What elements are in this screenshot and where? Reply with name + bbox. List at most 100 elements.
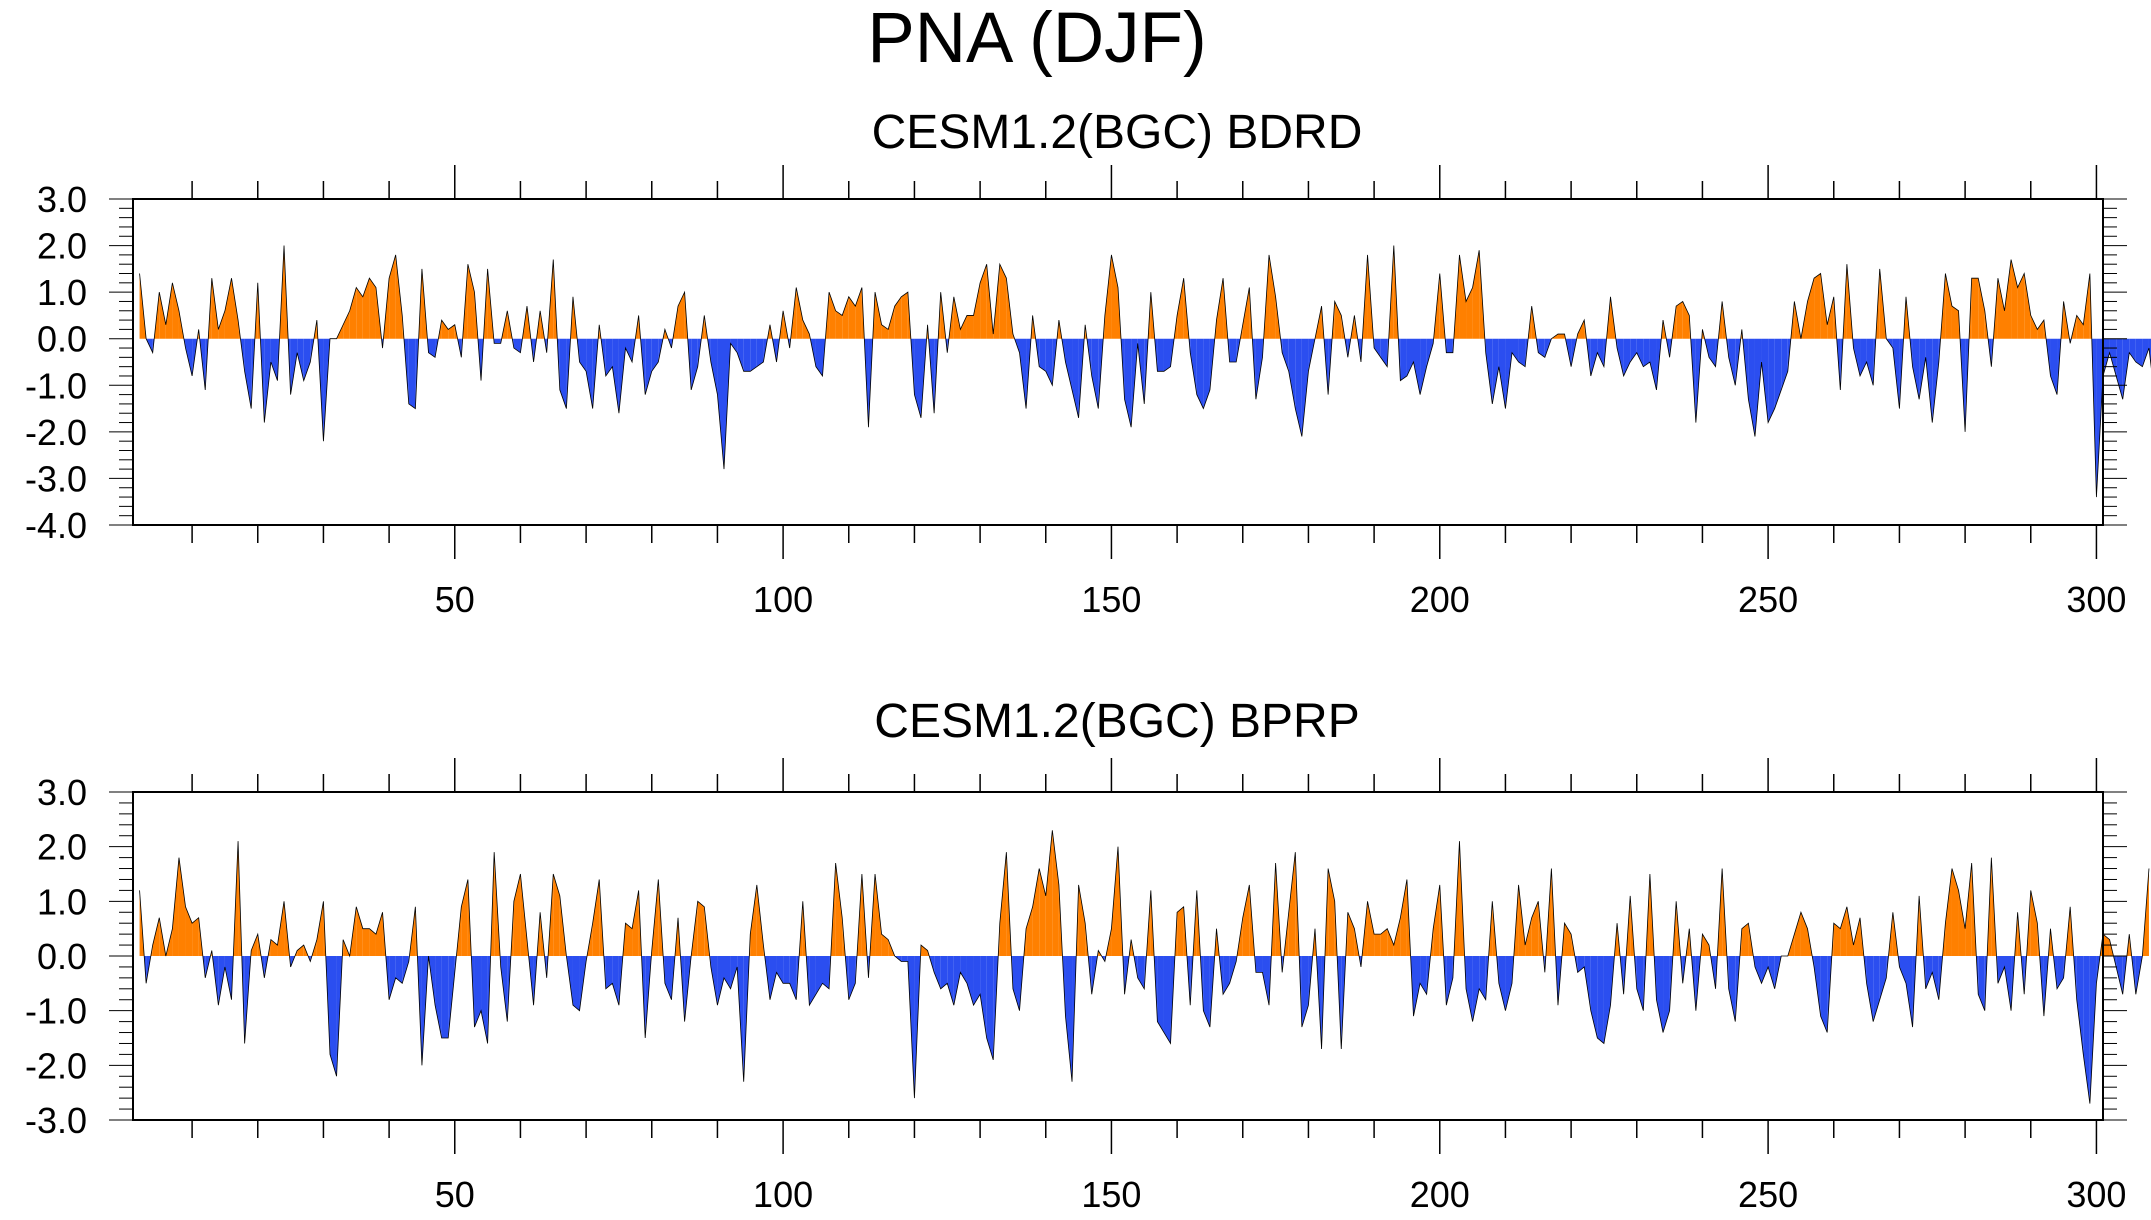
positive-area-bdrd xyxy=(1242,287,1250,339)
negative-area-bprp xyxy=(1012,956,1020,1011)
positive-area-bdrd xyxy=(1676,301,1683,339)
panel-title-bdrd: CESM1.2(BGC) BDRD xyxy=(872,106,1363,159)
positive-area-bdrd xyxy=(356,287,363,339)
negative-area-bdrd xyxy=(2116,338,2123,400)
positive-area-bprp xyxy=(1393,917,1401,956)
negative-area-bdrd xyxy=(270,338,278,381)
positive-area-bprp xyxy=(1833,923,1841,956)
negative-area-bprp xyxy=(953,956,961,1006)
negative-area-bdrd xyxy=(1512,338,1519,362)
negative-area-bprp xyxy=(395,956,403,984)
negative-area-bdrd xyxy=(1912,338,1920,400)
positive-area-bprp xyxy=(152,917,160,956)
negative-area-bdrd xyxy=(1091,338,1099,409)
negative-area-bdrd xyxy=(1768,338,1775,423)
negative-area-bprp xyxy=(1879,956,1887,1000)
negative-area-bprp xyxy=(612,956,619,1006)
negative-area-bdrd xyxy=(1196,338,1204,409)
positive-area-bprp xyxy=(1387,928,1394,956)
negative-area-bdrd xyxy=(1590,338,1598,376)
negative-area-bdrd xyxy=(2050,338,2058,395)
positive-area-bdrd xyxy=(678,292,685,339)
negative-area-bprp xyxy=(2116,956,2123,995)
plot-frame-bdrd xyxy=(132,198,2104,526)
negative-area-bprp xyxy=(224,956,232,1000)
positive-area-bdrd xyxy=(2011,259,2018,339)
negative-area-bprp xyxy=(605,956,613,989)
negative-area-bdrd xyxy=(2135,338,2143,367)
negative-area-bprp xyxy=(1065,956,1073,1082)
negative-area-bdrd xyxy=(408,338,416,409)
negative-area-bprp xyxy=(783,956,790,984)
negative-area-bprp xyxy=(572,956,580,1011)
positive-area-bprp xyxy=(1367,901,1375,956)
negative-area-bdrd xyxy=(1190,338,1197,395)
negative-area-bdrd xyxy=(1919,338,1926,400)
positive-area-bdrd xyxy=(1334,301,1342,339)
positive-area-bprp xyxy=(1177,906,1184,956)
positive-area-bdrd xyxy=(1807,278,1815,339)
positive-area-bdrd xyxy=(881,324,889,339)
figure-title: PNA (DJF) xyxy=(867,0,1206,78)
negative-area-bdrd xyxy=(625,338,633,362)
negative-area-bprp xyxy=(1997,956,2005,984)
positive-area-bdrd xyxy=(1827,296,1834,339)
y-tick-label-bprp: -1.0 xyxy=(25,991,87,1032)
positive-area-bprp xyxy=(1032,868,1040,956)
panel-bprp: CESM1.2(BGC) BPRP 50 100 150 200 250 300 3.0 2.… xyxy=(25,695,2150,1215)
positive-area-bprp xyxy=(178,857,186,956)
negative-area-bdrd xyxy=(1045,338,1053,386)
positive-area-bdrd xyxy=(349,287,357,339)
negative-area-bdrd xyxy=(1748,338,1755,437)
negative-area-bprp xyxy=(1899,956,1906,984)
negative-area-bdrd xyxy=(1485,338,1493,404)
positive-area-bdrd xyxy=(1216,278,1224,339)
y-tick-label-bprp: 0.0 xyxy=(37,936,87,977)
negative-area-bprp xyxy=(1932,956,1939,1000)
x-tick-label-bdrd: 300 xyxy=(2066,579,2126,620)
negative-area-bdrd xyxy=(612,338,619,414)
negative-area-bdrd xyxy=(264,338,271,423)
negative-area-bprp xyxy=(2076,956,2084,1055)
positive-area-bprp xyxy=(192,917,199,956)
positive-area-bdrd xyxy=(172,282,179,339)
negative-area-bdrd xyxy=(1288,338,1296,409)
negative-area-bprp xyxy=(218,956,225,1006)
positive-area-bdrd xyxy=(1978,278,1985,339)
positive-area-bprp xyxy=(697,901,705,956)
x-tick-label-bprp: 300 xyxy=(2066,1174,2126,1215)
negative-area-bdrd xyxy=(1019,338,1027,409)
negative-area-bdrd xyxy=(717,338,724,470)
positive-area-bprp xyxy=(1741,923,1749,956)
negative-area-bdrd xyxy=(743,338,751,372)
negative-area-bdrd xyxy=(1446,338,1453,353)
negative-area-bprp xyxy=(1157,956,1164,1033)
positive-area-bprp xyxy=(375,912,383,956)
series-line-bprp xyxy=(139,830,2150,1104)
positive-area-bprp xyxy=(1288,852,1296,956)
positive-area-bprp xyxy=(1531,901,1539,956)
negative-area-bdrd xyxy=(1853,338,1861,376)
positive-area-bprp xyxy=(316,901,324,956)
positive-area-bprp xyxy=(362,928,370,956)
positive-area-bdrd xyxy=(2004,259,2012,339)
positive-area-bprp xyxy=(1853,917,1861,956)
positive-area-bprp xyxy=(921,945,928,956)
negative-area-bprp xyxy=(940,956,948,989)
negative-area-bdrd xyxy=(1400,338,1407,381)
positive-area-bdrd xyxy=(973,282,981,339)
positive-area-bdrd xyxy=(999,264,1007,339)
positive-area-bprp xyxy=(277,901,285,956)
negative-area-bdrd xyxy=(2129,338,2136,362)
positive-area-bdrd xyxy=(2076,315,2084,339)
x-tick-label-bdrd: 150 xyxy=(1081,579,1141,620)
negative-area-bdrd xyxy=(1860,338,1867,376)
positive-area-bprp xyxy=(1951,868,1959,956)
negative-area-bdrd xyxy=(1643,338,1650,367)
negative-area-bdrd xyxy=(1157,338,1164,372)
negative-area-bprp xyxy=(1498,956,1506,1011)
negative-area-bprp xyxy=(1636,956,1644,1011)
negative-area-bdrd xyxy=(1538,338,1545,358)
negative-area-bdrd xyxy=(1636,338,1644,367)
negative-area-bdrd xyxy=(914,338,921,418)
